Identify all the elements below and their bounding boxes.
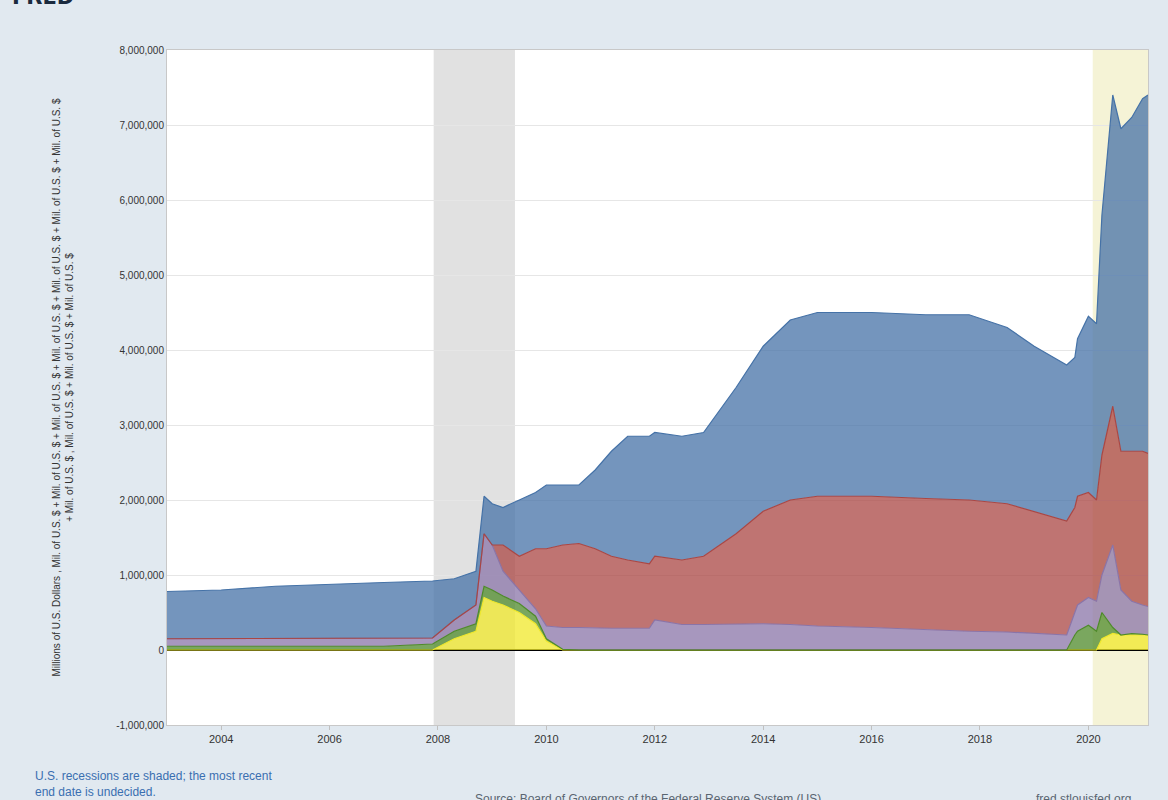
svg-text:4,000,000: 4,000,000 xyxy=(120,345,165,356)
svg-text:-1,000,000: -1,000,000 xyxy=(116,720,164,731)
svg-text:FRED: FRED xyxy=(12,0,74,9)
svg-text:2,000,000: 2,000,000 xyxy=(120,495,165,506)
svg-text:7,000,000: 7,000,000 xyxy=(120,120,165,131)
svg-text:0: 0 xyxy=(158,645,164,656)
svg-text:6,000,000: 6,000,000 xyxy=(120,195,165,206)
svg-text:2016: 2016 xyxy=(859,733,883,745)
svg-text:2014: 2014 xyxy=(751,733,775,745)
svg-text:2006: 2006 xyxy=(317,733,341,745)
svg-text:5,000,000: 5,000,000 xyxy=(120,270,165,281)
svg-text:Millions of U.S. Dollars , Mil: Millions of U.S. Dollars , Mil. of U.S. … xyxy=(51,98,75,676)
svg-text:2010: 2010 xyxy=(534,733,558,745)
svg-text:2020: 2020 xyxy=(1076,733,1100,745)
svg-text:2012: 2012 xyxy=(643,733,667,745)
svg-text:1,000,000: 1,000,000 xyxy=(120,570,165,581)
svg-text:U.S. recessions are shaded; th: U.S. recessions are shaded; the most rec… xyxy=(35,769,272,799)
svg-text:2018: 2018 xyxy=(968,733,992,745)
svg-text:2004: 2004 xyxy=(209,733,233,745)
svg-text:2008: 2008 xyxy=(426,733,450,745)
svg-text:3,000,000: 3,000,000 xyxy=(120,420,165,431)
svg-text:8,000,000: 8,000,000 xyxy=(120,45,165,56)
svg-text:Source: Board of Governors of: Source: Board of Governors of the Federa… xyxy=(475,792,821,800)
svg-text:fred.stlouisfed.org: fred.stlouisfed.org xyxy=(1036,792,1131,800)
